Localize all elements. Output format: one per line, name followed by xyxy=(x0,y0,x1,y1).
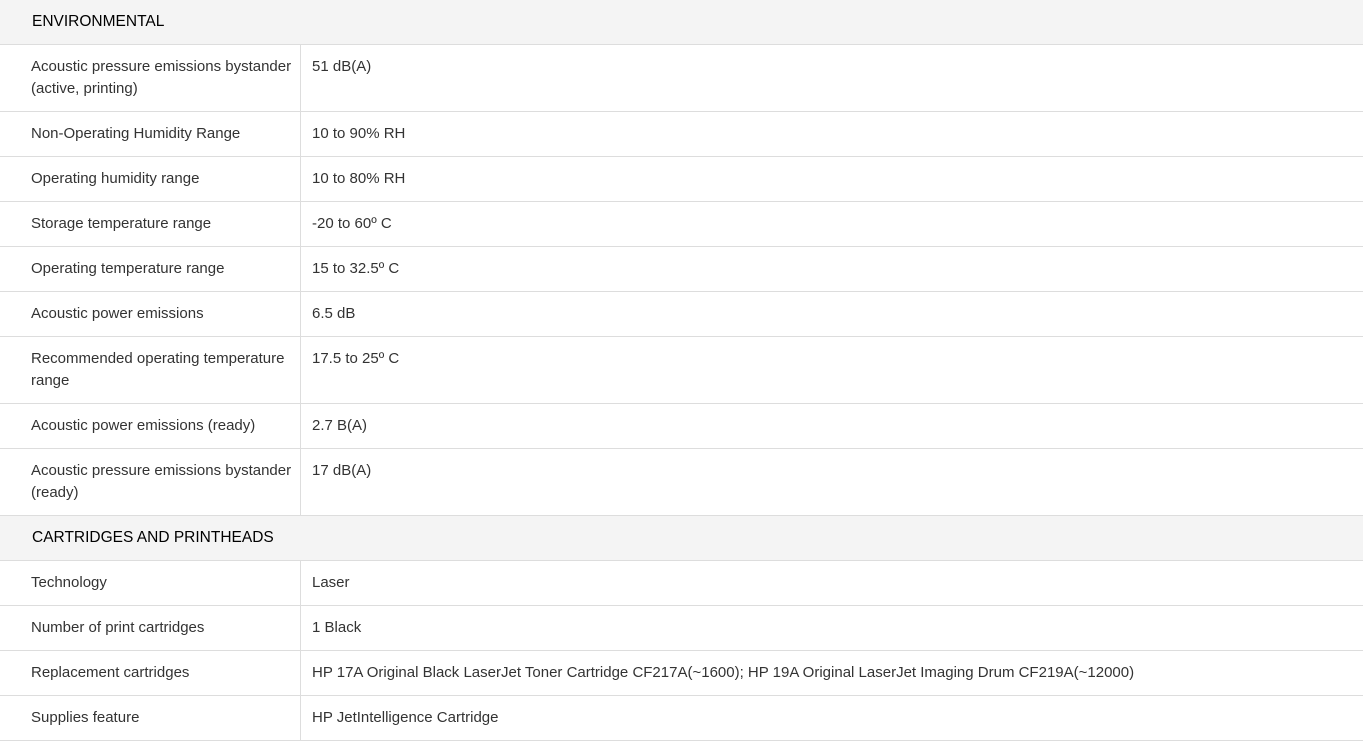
spec-value: 17 dB(A) xyxy=(312,462,372,479)
spec-label: Acoustic power emissions (ready) xyxy=(0,404,301,448)
spec-row: Non-Operating Humidity Range 10 to 90% RH xyxy=(0,112,1363,157)
spec-label: Replacement cartridges xyxy=(0,651,301,695)
section-header: CARTRIDGES AND PRINTHEADS xyxy=(0,516,1363,561)
spec-row: Storage temperature range -20 to 60º C xyxy=(0,202,1363,247)
spec-value: HP JetIntelligence Cartridge xyxy=(312,709,499,726)
spec-label: Acoustic power emissions xyxy=(0,292,301,336)
spec-value: 10 to 80% RH xyxy=(312,170,406,187)
spec-label: Recommended operating temperature range xyxy=(0,337,301,403)
spec-section: CARTRIDGES AND PRINTHEADS Technology Laser… xyxy=(0,516,1363,741)
spec-label: Acoustic pressure emissions bystander (a… xyxy=(0,45,301,111)
spec-row: Replacement cartridges HP 17A Original Bl… xyxy=(0,651,1363,696)
spec-value: 15 to 32.5º C xyxy=(312,260,400,277)
spec-row: Supplies feature HP JetIntelligence Cartr… xyxy=(0,696,1363,741)
spec-row: Operating humidity range 10 to 80% RH xyxy=(0,157,1363,202)
spec-label: Supplies feature xyxy=(0,696,301,740)
spec-row: Acoustic pressure emissions bystander (r… xyxy=(0,449,1363,516)
spec-section: ENVIRONMENTAL Acoustic pressure emissions… xyxy=(0,0,1363,516)
spec-value: 1 Black xyxy=(312,619,362,636)
spec-row: Acoustic pressure emissions bystander (a… xyxy=(0,45,1363,112)
spec-row: Operating temperature range 15 to 32.5º C xyxy=(0,247,1363,292)
section-header: ENVIRONMENTAL xyxy=(0,0,1363,45)
spec-label: Number of print cartridges xyxy=(0,606,301,650)
spec-label: Acoustic pressure emissions bystander (r… xyxy=(0,449,301,515)
spec-value: Laser xyxy=(312,574,350,591)
spec-value: 2.7 B(A) xyxy=(312,417,368,434)
spec-row: Acoustic power emissions 6.5 dB xyxy=(0,292,1363,337)
spec-label: Operating temperature range xyxy=(0,247,301,291)
spec-row: Number of print cartridges 1 Black xyxy=(0,606,1363,651)
spec-value: 17.5 to 25º C xyxy=(312,350,400,367)
spec-row: Acoustic power emissions (ready) 2.7 B(A) xyxy=(0,404,1363,449)
spec-value: 10 to 90% RH xyxy=(312,125,406,142)
spec-label: Storage temperature range xyxy=(0,202,301,246)
spec-row: Recommended operating temperature range 1… xyxy=(0,337,1363,404)
spec-label: Non-Operating Humidity Range xyxy=(0,112,301,156)
spec-row: Technology Laser xyxy=(0,561,1363,606)
spec-value: 6.5 dB xyxy=(312,305,356,322)
spec-label: Technology xyxy=(0,561,301,605)
spec-value: HP 17A Original Black LaserJet Toner Car… xyxy=(312,664,1135,681)
spec-label: Operating humidity range xyxy=(0,157,301,201)
spec-value: -20 to 60º C xyxy=(312,215,392,232)
spec-value: 51 dB(A) xyxy=(312,58,372,75)
